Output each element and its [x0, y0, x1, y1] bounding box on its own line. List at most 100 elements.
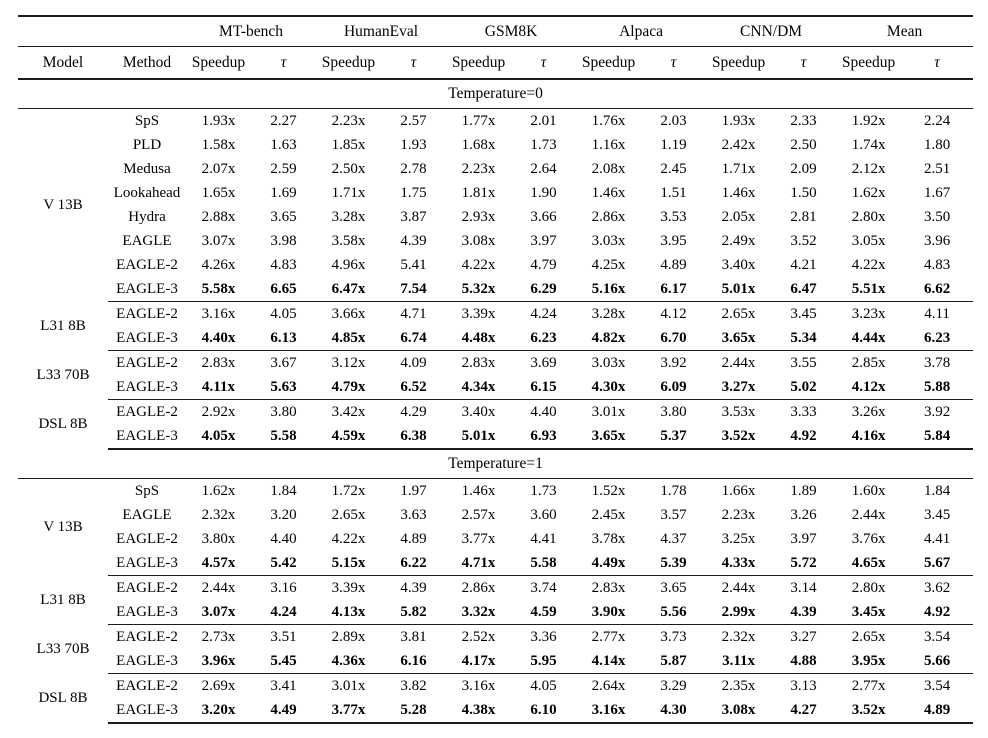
tau-value-cell: 1.73	[530, 136, 557, 153]
tau-value-cell: 2.81	[790, 208, 817, 225]
tau-value-cell: 5.67	[901, 551, 974, 576]
tau-value-cell: 3.27	[790, 628, 817, 645]
speedup-value-cell: 1.68x	[461, 136, 496, 153]
speedup-value-cell: 3.40x	[461, 403, 496, 420]
tau-value-cell: 2.09	[790, 160, 817, 177]
tau-value-cell: 6.23	[901, 326, 974, 351]
speedup-value-cell: 3.39x	[461, 305, 496, 322]
benchmark-group-header: HumanEval	[316, 16, 447, 47]
tau-value-cell: 3.57	[660, 506, 687, 523]
tau-value-cell: 3.74	[530, 579, 557, 596]
speedup-value-cell: 2.99x	[706, 600, 772, 625]
speedup-value-cell: 3.39x	[331, 579, 366, 596]
tau-value-cell: 3.63	[400, 506, 427, 523]
table-row: DSL 8B EAGLE-2 2.92x 3.80 3.42x 4.29 3.40x 4.40…	[18, 400, 973, 432]
tau-value-cell: 3.50	[923, 208, 951, 225]
tau-value-cell: 5.88	[901, 375, 974, 400]
method-cell: EAGLE-3	[108, 375, 186, 400]
tau-value-cell: 3.14	[790, 579, 817, 596]
tau-value-cell: 3.82	[400, 677, 427, 694]
benchmark-group-header: Alpaca	[576, 16, 707, 47]
speedup-value-cell: 2.89x	[331, 628, 366, 645]
speedup-value-cell: 1.46x	[721, 184, 756, 201]
tau-value-cell: 5.34	[771, 326, 837, 351]
speedup-value-cell: 2.44x	[721, 579, 756, 596]
speedup-value-cell: 1.92x	[851, 112, 886, 129]
speedup-value-cell: 4.12x	[836, 375, 902, 400]
speedup-value-cell: 5.01x	[706, 277, 772, 302]
table-body: Temperature=0 V 13B SpS 1.93x 2.27 2.23x 2.57 1…	[18, 79, 974, 724]
speedup-column-header: Speedup	[446, 46, 512, 80]
speedup-value-cell: 4.33x	[706, 551, 772, 576]
tau-value-cell: 3.73	[660, 628, 687, 645]
table-row: EAGLE-3 4.11x 5.63 4.79x 6.52 4.34x 6.15 4.30x 6…	[18, 375, 974, 400]
tau-value-cell: 5.37	[641, 424, 707, 450]
results-table: MT-bench HumanEval GSM8K Alpaca CNN/DM Mean Mo…	[18, 15, 974, 724]
speedup-column-header: Speedup	[836, 46, 902, 80]
speedup-value-cell: 3.80x	[201, 530, 236, 547]
tau-value-cell: 4.83	[270, 256, 297, 273]
speedup-value-cell: 5.16x	[576, 277, 642, 302]
speedup-value-cell: 2.83x	[201, 354, 236, 371]
tau-value-cell: 2.50	[790, 136, 817, 153]
speedup-value-cell: 5.51x	[836, 277, 902, 302]
tau-value-cell: 2.33	[790, 112, 817, 129]
speedup-value-cell: 4.48x	[446, 326, 512, 351]
tau-value-cell: 4.24	[530, 305, 557, 322]
speedup-value-cell: 5.32x	[446, 277, 512, 302]
tau-value-cell: 4.05	[270, 305, 297, 322]
tau-column-header: τ	[771, 46, 837, 80]
method-cell: EAGLE-3	[108, 649, 186, 674]
model-cell: L31 8B	[40, 317, 86, 334]
speedup-value-cell: 4.96x	[331, 256, 366, 273]
speedup-value-cell: 2.52x	[461, 628, 496, 645]
speedup-value-cell: 1.62x	[851, 184, 886, 201]
tau-value-cell: 4.30	[641, 698, 707, 724]
tau-value-cell: 4.40	[530, 403, 557, 420]
speedup-value-cell: 6.47x	[316, 277, 381, 302]
table-row: V 13B SpS 1.93x 2.27 2.23x 2.57 1.77x 2.01 1.76x…	[18, 109, 973, 213]
table-row: EAGLE-2 3.80x 4.40 4.22x 4.89 3.77x 4.41 3.78x 4…	[18, 527, 973, 551]
benchmark-group-row: MT-bench HumanEval GSM8K Alpaca CNN/DM Mean	[18, 16, 974, 47]
speedup-value-cell: 3.27x	[706, 375, 772, 400]
tau-value-cell: 5.95	[511, 649, 577, 674]
tau-value-cell: 6.15	[511, 375, 577, 400]
tau-value-cell: 4.83	[923, 256, 951, 273]
speedup-value-cell: 2.07x	[201, 160, 236, 177]
speedup-value-cell: 3.05x	[851, 232, 886, 249]
model-cell: DSL 8B	[38, 690, 88, 706]
model-cell: DSL 8B	[38, 416, 88, 432]
speedup-value-cell: 2.44x	[721, 354, 756, 371]
tau-value-cell: 2.27	[270, 112, 297, 129]
tau-value-cell: 4.05	[530, 677, 557, 694]
tau-value-cell: 6.74	[381, 326, 447, 351]
tau-value-cell: 5.87	[641, 649, 707, 674]
tau-value-cell: 3.62	[923, 579, 951, 596]
speedup-value-cell: 3.28x	[591, 305, 626, 322]
tau-value-cell: 5.58	[251, 424, 316, 450]
tau-value-cell: 3.69	[530, 354, 557, 371]
speedup-value-cell: 4.05x	[186, 424, 251, 450]
tau-value-cell: 6.09	[641, 375, 707, 400]
speedup-value-cell: 3.07x	[186, 600, 251, 625]
tau-value-cell: 3.78	[923, 354, 951, 371]
tau-value-cell: 2.78	[400, 160, 427, 177]
method-cell: EAGLE-3	[108, 698, 186, 724]
speedup-value-cell: 3.12x	[331, 354, 366, 371]
speedup-value-cell: 4.44x	[836, 326, 902, 351]
speedup-value-cell: 4.57x	[186, 551, 251, 576]
method-cell: Medusa	[123, 160, 171, 177]
speedup-value-cell: 4.22x	[461, 256, 496, 273]
speedup-value-cell: 4.71x	[446, 551, 512, 576]
speedup-value-cell: 3.45x	[836, 600, 902, 625]
speedup-value-cell: 4.85x	[316, 326, 381, 351]
speedup-column-header: Speedup	[316, 46, 381, 80]
speedup-value-cell: 1.58x	[201, 136, 236, 153]
method-cell: EAGLE-3	[108, 600, 186, 625]
tau-value-cell: 3.96	[923, 232, 951, 249]
speedup-value-cell: 2.83x	[591, 579, 626, 596]
speedup-value-cell: 1.77x	[461, 112, 496, 129]
tau-value-cell: 4.40	[270, 530, 297, 547]
speedup-column-header: Speedup	[706, 46, 772, 80]
table-row: L33 70B EAGLE-2 2.73x 3.51 2.89x 3.81 2.52x 3.3…	[18, 625, 973, 657]
